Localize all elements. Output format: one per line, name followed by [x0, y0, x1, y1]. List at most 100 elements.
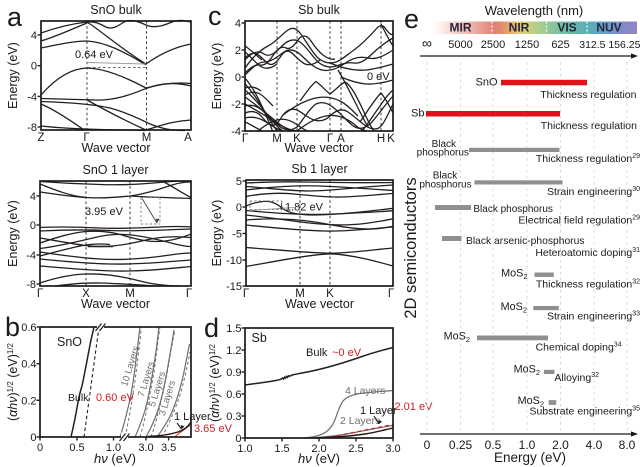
svg-text:0: 0: [37, 442, 43, 454]
svg-text:Black arsenic-phosphorus: Black arsenic-phosphorus: [466, 236, 584, 247]
svg-text:Sb: Sb: [411, 108, 424, 120]
svg-text:M: M: [295, 288, 305, 300]
svg-text:Energy (eV): Energy (eV): [210, 200, 224, 267]
svg-text:NIR: NIR: [509, 21, 530, 35]
svg-text:1.5: 1.5: [226, 323, 241, 335]
svg-text:Γ: Γ: [243, 288, 250, 300]
svg-text:156.25: 156.25: [608, 39, 640, 51]
svg-text:Sb 1 layer: Sb 1 layer: [291, 162, 347, 176]
svg-text:Γ: Γ: [327, 133, 334, 145]
svg-text:5: 5: [236, 176, 242, 188]
svg-text:Heteroatomic doping31: Heteroatomic doping31: [535, 247, 640, 259]
svg-text:2: 2: [235, 45, 241, 57]
svg-text:Energy (eV): Energy (eV): [6, 42, 20, 109]
svg-text:1250: 1250: [515, 39, 539, 51]
svg-text:0: 0: [235, 72, 241, 84]
svg-text:-8: -8: [26, 279, 36, 291]
svg-text:625: 625: [551, 39, 569, 51]
svg-text:0.5: 0.5: [69, 442, 84, 454]
svg-text:0.60 eV: 0.60 eV: [96, 392, 135, 404]
svg-text:d: d: [204, 313, 219, 343]
svg-text:(αhν)1/2 (eV)1/2: (αhν)1/2 (eV)1/2: [6, 342, 20, 421]
svg-text:hν (eV): hν (eV): [298, 451, 340, 466]
svg-text:312.5: 312.5: [579, 39, 605, 51]
svg-text:Substrate engineering35: Substrate engineering35: [529, 405, 640, 417]
svg-text:4: 4: [30, 191, 36, 203]
svg-text:X: X: [82, 288, 90, 300]
svg-text:Wave vector: Wave vector: [285, 297, 354, 311]
svg-text:NUV: NUV: [596, 21, 621, 35]
svg-text:1.0: 1.0: [237, 443, 252, 455]
svg-text:phosphorus: phosphorus: [419, 179, 471, 190]
svg-text:Alloying32: Alloying32: [554, 372, 599, 384]
svg-text:a: a: [7, 2, 23, 32]
svg-text:MIR: MIR: [450, 21, 472, 35]
svg-text:Γ: Γ: [186, 288, 193, 300]
svg-text:-8: -8: [27, 122, 37, 134]
svg-text:Chemical doping34: Chemical doping34: [536, 342, 622, 354]
svg-text:Bulk: Bulk: [68, 392, 89, 404]
svg-text:Γ: Γ: [242, 133, 249, 145]
svg-text:Γ: Γ: [83, 132, 90, 144]
svg-text:-4: -4: [26, 250, 36, 262]
svg-text:phosphorus: phosphorus: [417, 148, 469, 159]
svg-text:e: e: [404, 4, 419, 34]
svg-text:A: A: [184, 132, 192, 144]
svg-text:2.0: 2.0: [311, 443, 326, 455]
svg-text:0.6: 0.6: [21, 322, 36, 334]
svg-text:MoS2: MoS2: [518, 395, 544, 409]
svg-text:3.95 eV: 3.95 eV: [85, 206, 124, 218]
svg-text:2 Layers: 2 Layers: [340, 415, 380, 427]
svg-text:Thickness regulation: Thickness regulation: [540, 89, 636, 101]
svg-text:0: 0: [30, 220, 36, 232]
svg-text:0: 0: [30, 432, 36, 444]
svg-text:-15: -15: [226, 281, 242, 293]
svg-text:0: 0: [236, 202, 242, 214]
svg-text:A: A: [337, 133, 345, 145]
svg-text:Γ: Γ: [388, 288, 395, 300]
svg-text:2.01 eV: 2.01 eV: [395, 401, 434, 413]
svg-text:3.65 eV: 3.65 eV: [194, 423, 233, 435]
svg-text:5000: 5000: [448, 39, 472, 51]
svg-text:c: c: [208, 1, 222, 31]
svg-text:2.0: 2.0: [552, 438, 569, 452]
svg-text:Energy (eV): Energy (eV): [494, 450, 566, 465]
svg-text:0: 0: [235, 433, 241, 445]
svg-text:Wave vector: Wave vector: [81, 297, 150, 311]
svg-text:0.5: 0.5: [485, 438, 502, 452]
svg-text:Thickness regulation32: Thickness regulation32: [536, 279, 640, 291]
svg-text:Black phosphorus: Black phosphorus: [473, 204, 553, 215]
svg-text:0.2: 0.2: [21, 395, 36, 407]
svg-text:4 Layers: 4 Layers: [345, 385, 385, 397]
svg-text:0: 0: [424, 438, 431, 452]
svg-text:1.5: 1.5: [274, 443, 289, 455]
svg-text:0: 0: [31, 61, 37, 73]
svg-text:Wave vector: Wave vector: [284, 141, 353, 155]
svg-text:1 Layer: 1 Layer: [174, 411, 211, 423]
svg-text:-4: -4: [231, 126, 241, 138]
svg-text:SnO: SnO: [57, 335, 82, 349]
svg-text:MoS2: MoS2: [444, 331, 470, 345]
svg-text:Strain engineering33: Strain engineering33: [547, 311, 640, 323]
svg-text:Black: Black: [432, 139, 457, 150]
svg-text:0 eV: 0 eV: [367, 71, 390, 83]
svg-text:8.0: 8.0: [619, 438, 636, 452]
svg-text:0.4: 0.4: [21, 359, 36, 371]
svg-text:H: H: [377, 133, 385, 145]
svg-text:Sb bulk: Sb bulk: [298, 3, 340, 17]
svg-text:4: 4: [235, 18, 241, 30]
svg-text:hν (eV): hν (eV): [94, 451, 136, 466]
svg-text:Electrical field regulation29: Electrical field regulation29: [518, 214, 640, 226]
svg-text:SnO 1 layer: SnO 1 layer: [82, 163, 148, 177]
svg-text:0.9: 0.9: [226, 367, 241, 379]
svg-text:K: K: [387, 133, 395, 145]
svg-text:Bulk: Bulk: [306, 347, 328, 359]
svg-text:-5: -5: [232, 229, 242, 241]
svg-text:M: M: [142, 132, 152, 144]
svg-text:-2: -2: [231, 99, 241, 111]
svg-text:-4: -4: [27, 91, 37, 103]
svg-text:K: K: [326, 288, 334, 300]
svg-text:SnO: SnO: [475, 77, 497, 89]
svg-text:Energy (eV): Energy (eV): [210, 43, 224, 110]
svg-text:-10: -10: [226, 255, 242, 267]
